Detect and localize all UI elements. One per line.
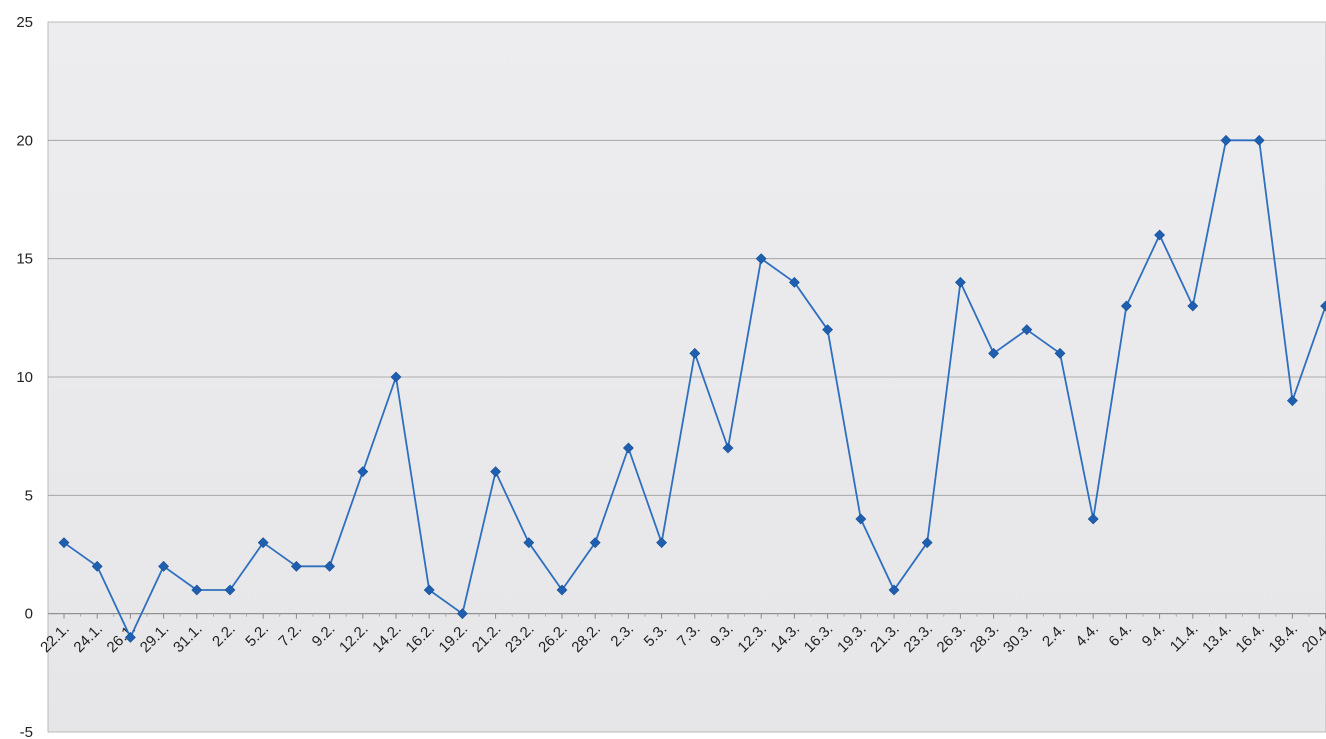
data-point-marker [988,347,1000,359]
y-tick-label: 20 [16,132,33,149]
data-point-marker [722,442,734,454]
data-point-marker [622,442,634,454]
data-point-marker [589,537,601,549]
data-point-marker [1220,134,1232,146]
data-point-marker [390,371,402,383]
data-point-marker [523,537,535,549]
data-point-marker [556,584,568,596]
data-point-marker [456,608,468,620]
data-point-marker [91,560,103,572]
data-point-marker [124,631,136,643]
y-tick-label: 5 [25,487,33,504]
data-point-marker [58,537,70,549]
data-point-marker [689,347,701,359]
data-point-marker [855,513,867,525]
data-point-marker [158,560,170,572]
y-tick-label: 0 [25,606,33,623]
data-point-marker [490,466,502,478]
data-point-marker [755,253,767,265]
data-point-marker [257,537,269,549]
data-point-marker [191,584,203,596]
data-point-marker [1087,513,1099,525]
data-point-marker [1286,395,1298,407]
data-point-marker [656,537,668,549]
data-point-marker [1154,229,1166,241]
series-layer [58,134,1326,643]
data-point-marker [1021,324,1033,336]
data-point-marker [324,560,336,572]
data-point-marker [888,584,900,596]
data-point-marker [1054,347,1066,359]
y-axis: -5 0 5 10 15 20 25 [16,14,33,739]
y-tick-label: -5 [20,724,33,739]
data-point-marker [290,560,302,572]
data-point-marker [224,584,236,596]
data-point-marker [423,584,435,596]
data-point-marker [357,466,369,478]
data-point-marker [1187,300,1199,312]
data-point-marker [954,276,966,288]
y-tick-label: 15 [16,251,33,268]
data-point-marker [921,537,933,549]
data-point-marker [1120,300,1132,312]
data-point-marker [788,276,800,288]
y-tick-label: 25 [16,14,33,31]
y-tick-label: 10 [16,369,33,386]
data-point-marker [1253,134,1265,146]
data-point-marker [822,324,834,336]
